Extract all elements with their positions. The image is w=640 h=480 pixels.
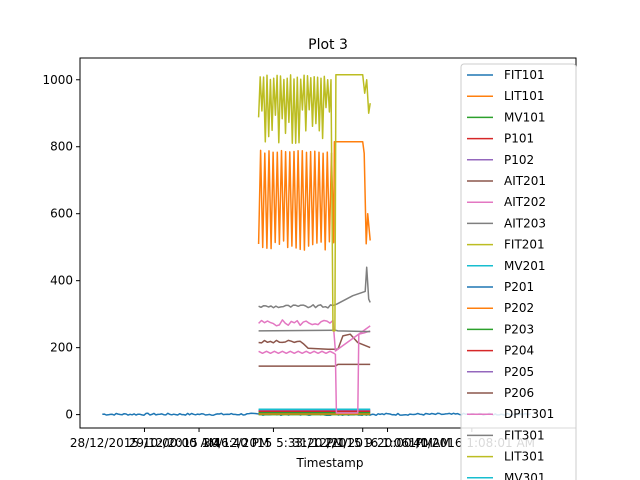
legend-box	[460, 63, 577, 480]
legend-label: P101	[504, 132, 534, 146]
series-line-ait202	[258, 319, 371, 352]
y-tick-label: 600	[50, 207, 73, 221]
y-tick-label: 800	[50, 140, 73, 154]
legend-label: FIT201	[504, 238, 545, 252]
series-line-lit301	[257, 73, 371, 332]
chart-title: Plot 3	[308, 37, 348, 53]
legend-label: LIT301	[504, 450, 544, 464]
y-axis: 0 200 400 600 800 1000	[42, 73, 80, 422]
legend-label: LIT101	[504, 89, 544, 103]
y-tick-label: 400	[50, 274, 73, 288]
series-line-dpit301	[258, 330, 371, 414]
legend-label: MV201	[504, 259, 545, 273]
x-tick-label: 28/12/2015 10:00:00 AM	[70, 436, 219, 450]
legend-label: DPIT301	[504, 407, 554, 421]
legend-label: P201	[504, 280, 534, 294]
legend-label: P102	[504, 153, 534, 167]
series-line-p206	[258, 363, 371, 367]
x-axis-label: Timestamp	[296, 456, 364, 470]
legend-label: AIT201	[504, 174, 546, 188]
legend-label: P203	[504, 322, 534, 336]
y-tick-label: 200	[50, 341, 73, 355]
legend-label: P205	[504, 365, 534, 379]
legend-label: FIT101	[504, 68, 545, 82]
x-tick-label: 2/1/2016 1:06:40 AM	[324, 436, 450, 450]
legend: FIT101 LIT101 MV101 P101 P102 AIT201 AIT202 A…	[460, 63, 577, 480]
x-tick-label: 31/12/2015 9:20:00 PM	[292, 436, 433, 450]
x-tick-label: 29/12/2015 1:46:40 PM	[129, 436, 270, 450]
series-layer	[102, 73, 532, 417]
y-tick-label: 1000	[42, 73, 73, 87]
series-line-ait201	[258, 333, 371, 351]
legend-label: FIT301	[504, 428, 545, 442]
x-tick-label: 30/12/2015 5:33:20 PM	[203, 436, 344, 450]
y-tick-label: 0	[65, 408, 73, 422]
legend-label: AIT202	[504, 195, 546, 209]
series-line-fit301	[258, 329, 371, 333]
legend-label: MV101	[504, 110, 545, 124]
legend-label: P204	[504, 344, 534, 358]
legend-label: AIT203	[504, 216, 546, 230]
legend-label: MV301	[504, 471, 545, 480]
legend-label: P202	[504, 301, 534, 315]
legend-label: P206	[504, 386, 534, 400]
